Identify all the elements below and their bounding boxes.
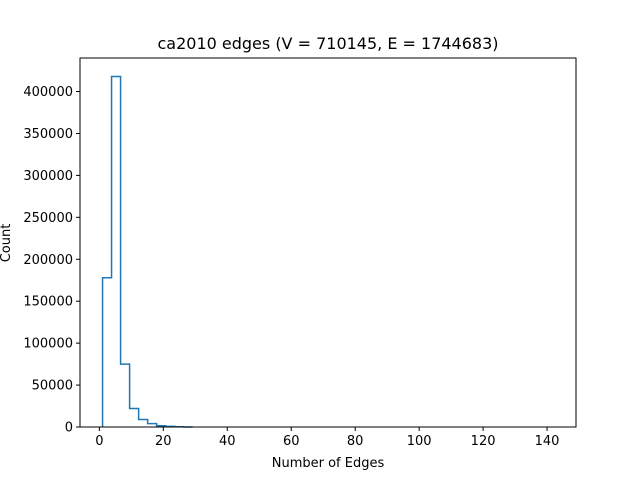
chart-title: ca2010 edges (V = 710145, E = 1744683)	[157, 34, 498, 53]
y-tick-label: 350000	[23, 127, 73, 142]
y-tick-label: 150000	[23, 295, 73, 310]
y-tick-label: 50000	[32, 379, 73, 394]
x-tick-label: 0	[95, 434, 103, 449]
x-tick-label: 60	[283, 434, 300, 449]
y-tick-label: 300000	[23, 169, 73, 184]
y-tick-label: 250000	[23, 211, 73, 226]
ticks-layer: 0 20 40 60 80 100 120 140 0 50000 100000 150000 2000…	[23, 85, 559, 449]
x-tick-label: 100	[407, 434, 432, 449]
x-tick-label: 40	[219, 434, 236, 449]
x-tick-label: 120	[471, 434, 496, 449]
y-tick-label: 0	[65, 421, 73, 436]
axes-frame	[79, 57, 577, 428]
x-tick-label: 20	[155, 434, 172, 449]
y-tick-label: 400000	[23, 85, 73, 100]
x-axis-label: Number of Edges	[272, 456, 385, 471]
y-tick-label: 200000	[23, 253, 73, 268]
y-tick-label: 100000	[23, 337, 73, 352]
x-tick-label: 80	[347, 434, 364, 449]
y-axis-label: Count	[0, 224, 14, 263]
x-tick-label: 140	[535, 434, 560, 449]
